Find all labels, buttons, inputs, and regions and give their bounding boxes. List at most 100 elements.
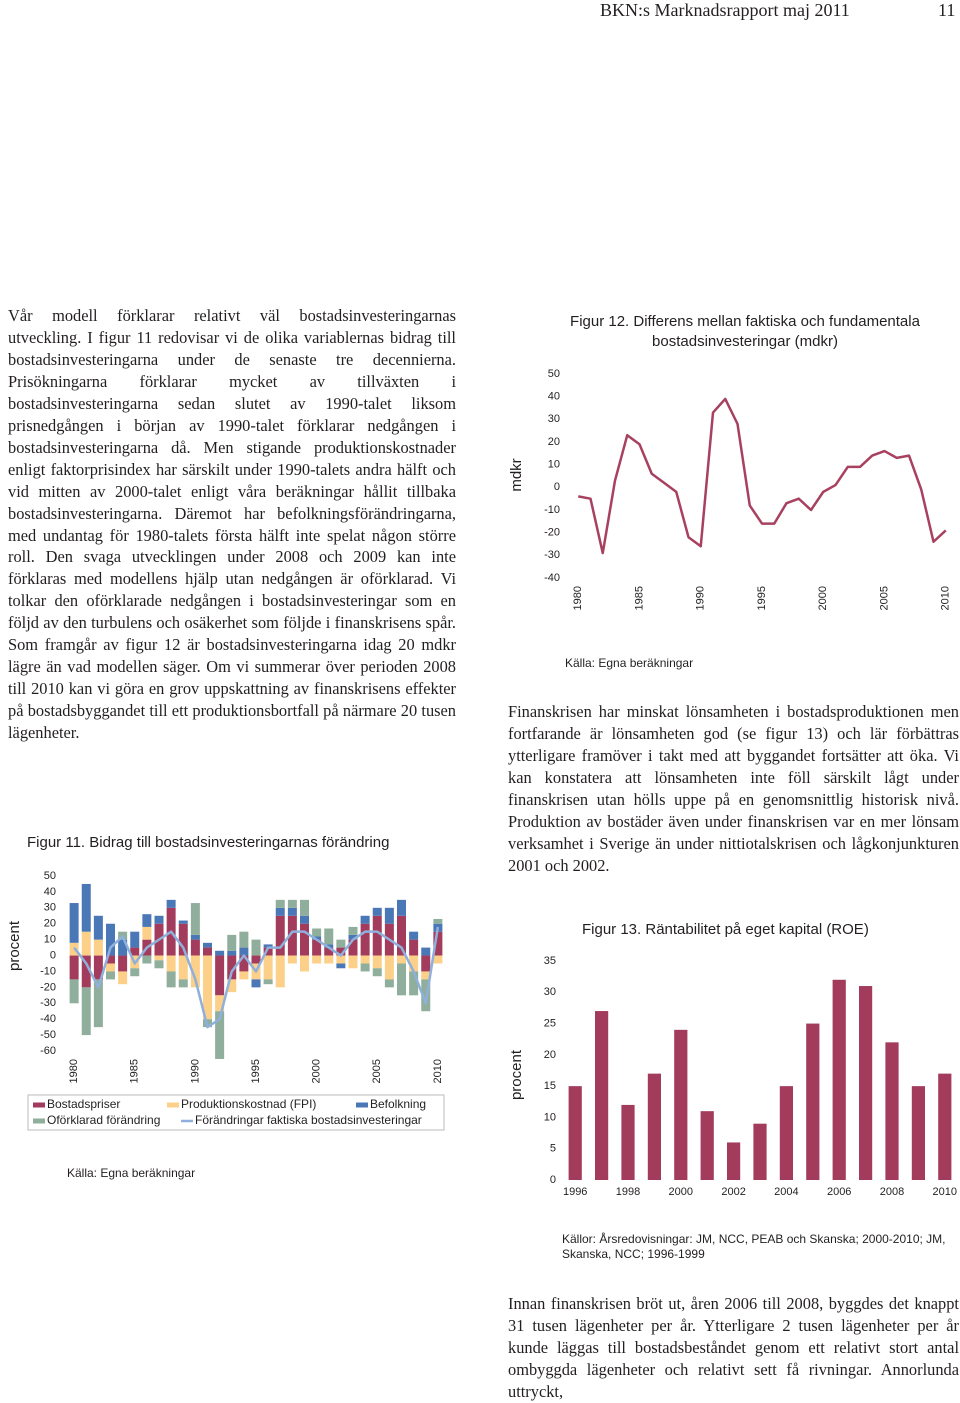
bar-segment — [300, 915, 309, 924]
bar-segment — [154, 960, 164, 969]
x-tick-label: 2010 — [940, 586, 952, 610]
bar-segment — [81, 931, 91, 956]
bar-segment — [324, 947, 334, 956]
bar-segment — [384, 955, 394, 980]
bar-segment — [190, 955, 200, 988]
bar-segment — [106, 963, 115, 972]
figure-note: Källa: Egna beräkningar — [565, 656, 694, 670]
bar-segment — [263, 947, 273, 956]
y-tick-label: 40 — [548, 391, 560, 403]
x-tick-label: 2010 — [933, 1186, 957, 1198]
bar-segment — [300, 899, 309, 916]
bar-segment — [421, 947, 431, 956]
y-tick-label: 50 — [548, 368, 560, 380]
bar-segment — [215, 955, 225, 996]
bar-segment — [239, 971, 249, 980]
bar-segment — [275, 955, 285, 988]
bar-segment — [118, 955, 128, 972]
bar-segment — [166, 955, 176, 972]
bar-segment — [81, 955, 91, 988]
y-tick-label: 10 — [544, 1111, 556, 1123]
x-tick-label: 1996 — [563, 1186, 587, 1198]
bar-segment — [409, 955, 419, 972]
bar-segment — [106, 971, 115, 980]
y-tick-label: 40 — [44, 886, 56, 898]
bar-segment — [106, 923, 115, 956]
bar-segment — [130, 968, 140, 977]
bar-segment — [336, 963, 346, 969]
y-tick-label: -50 — [40, 1029, 56, 1041]
x-tick-label: 1990 — [695, 586, 707, 610]
bar-segment — [360, 923, 370, 956]
bar-segment — [287, 899, 297, 908]
bar-segment — [190, 934, 200, 940]
bar-segment — [93, 915, 103, 940]
bar-segment — [372, 968, 382, 977]
bar-segment — [421, 955, 431, 972]
bar-segment — [348, 955, 358, 969]
legend-label: Produktionskostnad (FPI) — [181, 1097, 316, 1111]
bar-segment — [433, 918, 443, 924]
y-tick-label: 35 — [544, 955, 556, 967]
x-tick-label: 1995 — [250, 1059, 262, 1083]
bar-segment — [421, 971, 431, 980]
y-tick-label: 30 — [44, 902, 56, 914]
bar-segment — [239, 947, 249, 956]
bar-segment — [93, 955, 103, 980]
x-tick-label: 2006 — [827, 1186, 851, 1198]
x-tick-label: 1995 — [756, 586, 768, 610]
bar-segment — [69, 979, 79, 1004]
line — [578, 397, 947, 555]
bar-segment — [227, 955, 237, 980]
x-tick-label: 2000 — [817, 586, 829, 610]
bar-segment — [360, 963, 370, 972]
bar-segment — [178, 955, 188, 980]
bar-segment — [324, 955, 334, 964]
x-tick-label: 2010 — [432, 1059, 444, 1083]
bar — [832, 979, 846, 1180]
bar-segment — [190, 903, 200, 935]
body-text: Innan finanskrisen bröt ut, åren 2006 ti… — [508, 1294, 959, 1401]
bar-segment — [106, 955, 115, 964]
bar-segment — [275, 915, 285, 956]
bar-segment — [360, 915, 370, 924]
y-tick-label: -20 — [40, 981, 56, 993]
bar-segment — [142, 914, 152, 927]
bar-segment — [203, 955, 212, 1020]
line — [73, 926, 440, 1029]
bar-segment — [178, 923, 188, 956]
y-tick-label: 50 — [44, 870, 56, 882]
bar-segment — [312, 939, 322, 956]
y-tick-label: 5 — [550, 1143, 556, 1155]
bar-segment — [251, 939, 261, 956]
y-axis-label: procent — [508, 1049, 525, 1100]
bar — [674, 1029, 688, 1180]
y-tick-label: 10 — [548, 459, 560, 471]
bar-segment — [178, 920, 188, 924]
y-tick-label: -10 — [544, 504, 560, 516]
bar-segment — [178, 979, 188, 988]
bar-segment — [166, 971, 176, 988]
bar-segment — [348, 926, 358, 935]
bar-segment — [384, 979, 394, 988]
header-title: BKN:s Marknadsrapport maj 2011 — [600, 0, 850, 20]
bar-segment — [130, 947, 140, 956]
bar-segment — [372, 907, 382, 916]
bar-segment — [142, 955, 152, 964]
x-tick-label: 2000 — [311, 1059, 323, 1083]
y-tick-label: -60 — [40, 1045, 56, 1057]
bar — [621, 1104, 635, 1180]
bar-segment — [324, 928, 334, 945]
figure-title: Figur 12. Differens mellan faktiska och … — [570, 313, 920, 350]
x-tick-label: 2008 — [880, 1186, 904, 1198]
figure-title: Figur 13. Räntabilitet på eget kapital (… — [582, 921, 869, 938]
bar-segment — [130, 931, 140, 948]
y-tick-label: -10 — [40, 965, 56, 977]
bar — [911, 1086, 925, 1180]
bar-segment — [360, 955, 370, 964]
page-number: 11 — [938, 0, 956, 20]
bar-segment — [69, 903, 79, 943]
bar-segment — [239, 955, 249, 972]
bar-segment — [203, 947, 212, 956]
bar-segment — [433, 931, 443, 956]
